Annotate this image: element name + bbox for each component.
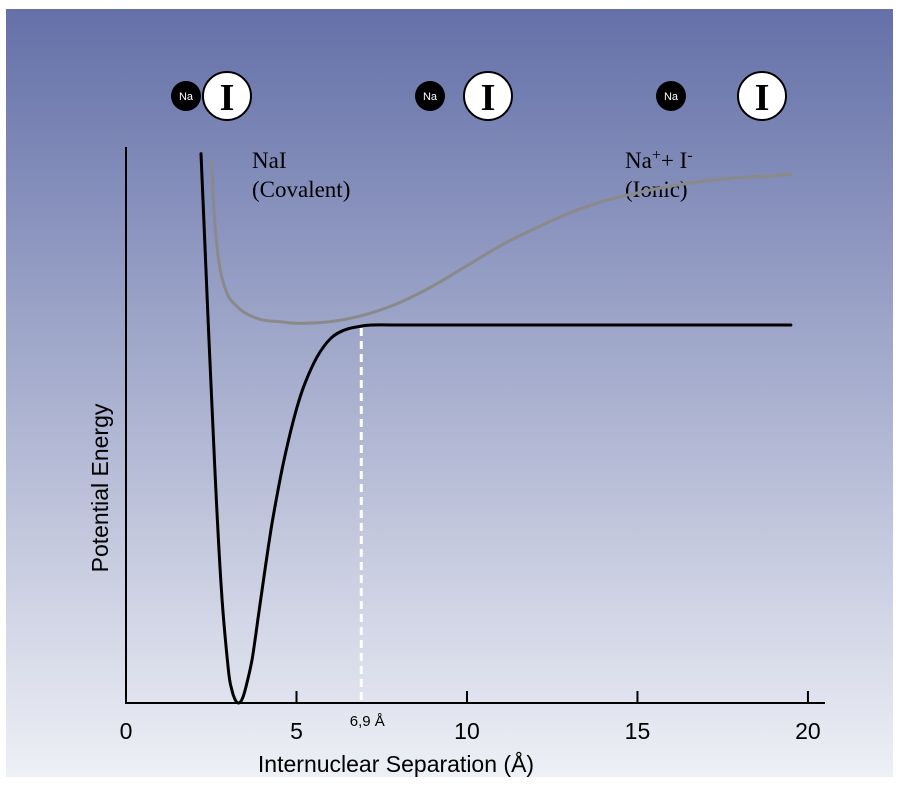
iodine-atom-icon [463,71,513,121]
iodine-atom-label: I [481,77,496,119]
sodium-atom-label: Na [179,91,194,103]
iodine-atom-label: I [220,77,235,119]
sodium-atom-icon [415,81,445,111]
covalent-annotation-line1: NaI [252,148,286,173]
ionic-iodide: + I [661,148,687,173]
ionic-iodide-charge: - [687,147,692,164]
y-axis-label: Potential Energy [87,403,113,572]
covalent-annotation-line2: (Covalent) [252,177,350,202]
atom-pair-bonded: Na I [171,71,252,121]
x-tick-label: 15 [625,718,651,744]
ionic-curve [209,159,793,325]
x-axis-label: Internuclear Separation (Å) [258,750,534,777]
sodium-atom-icon [171,81,201,111]
plot-series-group [199,152,793,705]
sodium-atom-label: Na [664,91,679,103]
ionic-na-charge: + [652,147,661,164]
x-ticks-group: 0 5 10 15 20 [120,691,821,744]
atom-pair-near-crossing: Na I [415,71,513,121]
covalent-curve [199,152,793,705]
iodine-atom-icon [202,71,252,121]
x-tick-label: 0 [120,718,133,744]
iodine-atom-icon [737,71,787,121]
chart-background [6,9,893,777]
x-tick-label: 5 [290,718,303,744]
iodine-atom-label: I [755,77,770,119]
ionic-annotation-line1: Na++ I- [625,147,693,173]
crossing-point-label: 6,9 Å [350,713,385,730]
atom-pair-separated: Na I [656,71,787,121]
sodium-atom-icon [656,81,686,111]
x-tick-label: 10 [454,718,480,744]
sodium-atom-label: Na [423,91,438,103]
x-tick-label: 20 [795,718,821,744]
ionic-na: Na [625,148,652,173]
